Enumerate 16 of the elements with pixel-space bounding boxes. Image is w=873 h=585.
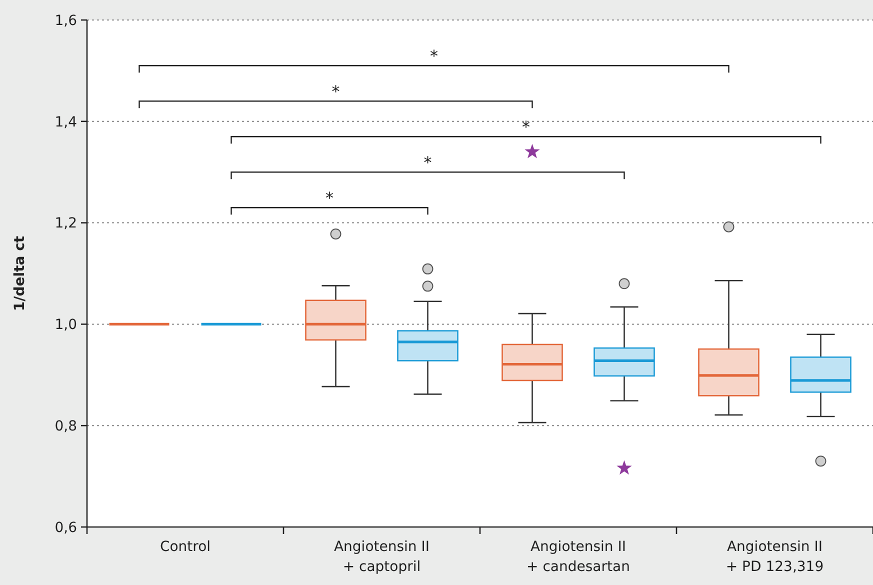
y-tick-label: 0,8 (54, 418, 77, 434)
annotation: * (332, 82, 340, 102)
x-tick-label: Angiotensin II + captopril (334, 539, 430, 575)
x-tick-label: Angiotensin II + PD 123,319 (726, 539, 824, 575)
y-tick-label: 1,2 (54, 216, 77, 232)
annotation: * (430, 46, 438, 66)
y-tick-label: 1,4 (54, 114, 78, 130)
x-tick-label: Control (160, 539, 211, 555)
y-axis-title: 1/delta ct (12, 236, 28, 312)
y-tick-label: 1,6 (54, 12, 78, 29)
annotation: * (326, 188, 334, 208)
annotation: * (522, 118, 530, 137)
x-tick-label: Angiotensin II + candesartan (526, 539, 630, 575)
y-tick-label: 0,6 (54, 520, 78, 536)
annotation: * (424, 153, 432, 172)
y-tick-label: 1,0 (54, 317, 77, 334)
